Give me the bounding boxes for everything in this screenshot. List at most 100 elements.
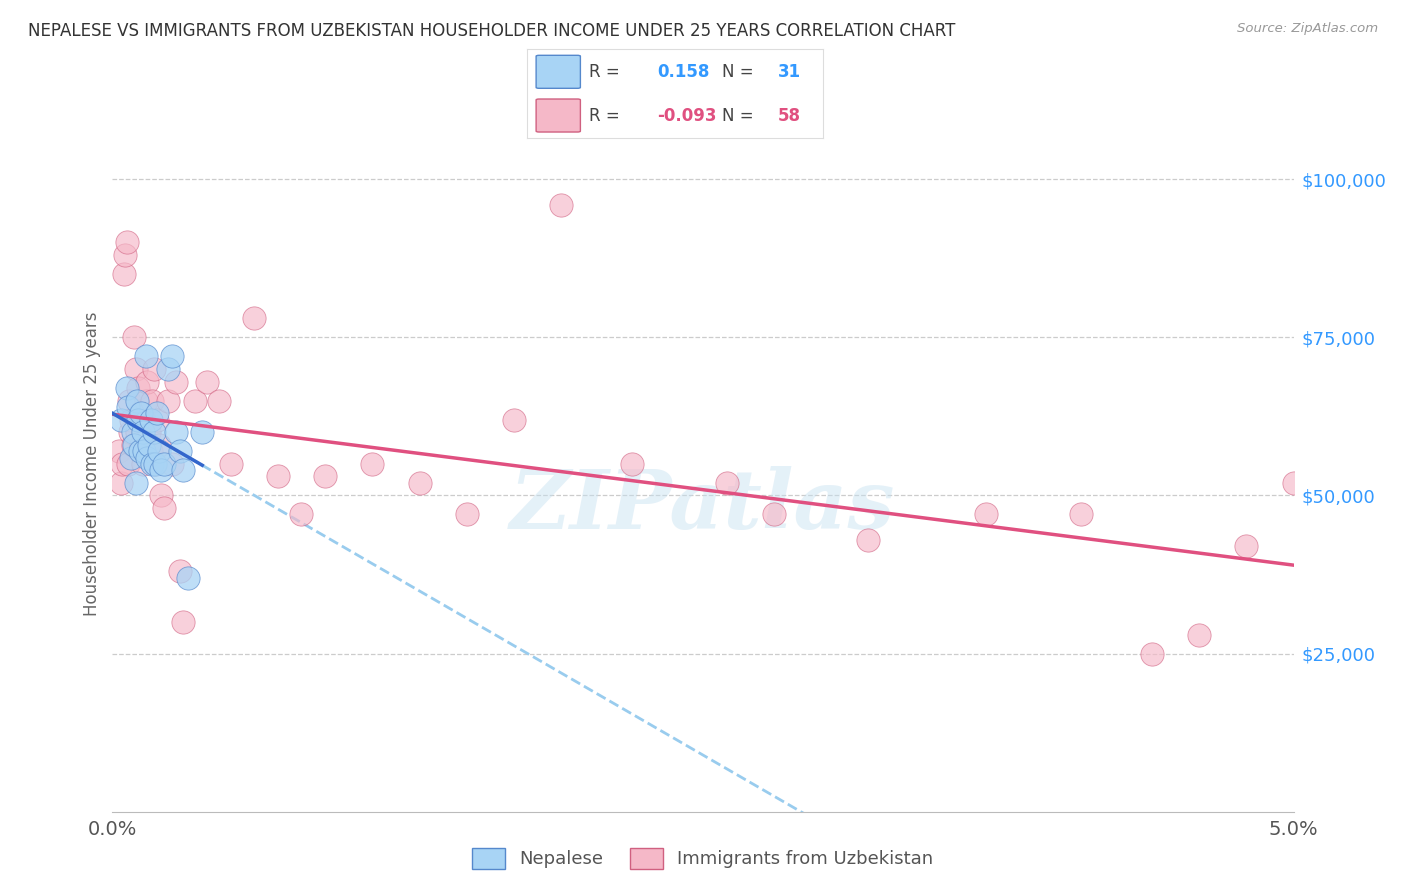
Point	[129, 438, 152, 452]
Point	[184, 393, 207, 408]
Point	[125, 362, 148, 376]
Point	[408, 475, 430, 490]
Point	[136, 450, 159, 465]
Point	[195, 375, 218, 389]
Point	[172, 463, 194, 477]
Point	[503, 412, 526, 426]
Point	[134, 412, 156, 426]
Point	[139, 412, 162, 426]
Point	[138, 425, 160, 440]
Point	[208, 393, 231, 408]
Point	[136, 375, 159, 389]
FancyBboxPatch shape	[536, 99, 581, 132]
Point	[145, 457, 167, 471]
Point	[1234, 539, 1257, 553]
Point	[122, 438, 145, 452]
Point	[716, 475, 738, 490]
Point	[172, 615, 194, 629]
Point	[550, 197, 572, 211]
Point	[135, 349, 157, 363]
Text: ZIPatlas: ZIPatlas	[510, 466, 896, 546]
Point	[120, 425, 142, 440]
Point	[456, 508, 478, 522]
Point	[115, 381, 138, 395]
Point	[134, 444, 156, 458]
Point	[141, 393, 163, 408]
Point	[125, 475, 148, 490]
Point	[153, 457, 176, 471]
Point	[118, 393, 141, 408]
Point	[156, 362, 179, 376]
Point	[976, 508, 998, 522]
Point	[127, 381, 149, 395]
Point	[112, 267, 135, 281]
Point	[169, 444, 191, 458]
Point	[146, 406, 169, 420]
Point	[219, 457, 242, 471]
Point	[135, 393, 157, 408]
Point	[110, 475, 132, 490]
Point	[120, 450, 142, 465]
Text: Source: ZipAtlas.com: Source: ZipAtlas.com	[1237, 22, 1378, 36]
Point	[128, 444, 150, 458]
Point	[160, 457, 183, 471]
Text: N =: N =	[723, 106, 754, 125]
Point	[121, 425, 143, 440]
Text: R =: R =	[589, 62, 620, 81]
Point	[117, 400, 139, 414]
Point	[128, 406, 150, 420]
Point	[139, 444, 162, 458]
Point	[127, 425, 149, 440]
Text: 58: 58	[779, 106, 801, 125]
Point	[191, 425, 214, 440]
Y-axis label: Householder Income Under 25 years: Householder Income Under 25 years	[83, 311, 101, 616]
Point	[1188, 627, 1211, 641]
Point	[1140, 647, 1163, 661]
Point	[1070, 508, 1092, 522]
Point	[621, 457, 644, 471]
Point	[148, 438, 170, 452]
Point	[115, 235, 138, 250]
Point	[111, 457, 134, 471]
Point	[243, 311, 266, 326]
Point	[120, 412, 142, 426]
Point	[169, 565, 191, 579]
Point	[121, 438, 143, 452]
Point	[1282, 475, 1305, 490]
Point	[127, 393, 149, 408]
Point	[108, 444, 131, 458]
Point	[132, 457, 155, 471]
FancyBboxPatch shape	[536, 55, 581, 88]
Point	[361, 457, 384, 471]
Point	[114, 248, 136, 262]
Point	[858, 533, 880, 547]
Point	[142, 362, 165, 376]
Point	[142, 425, 165, 440]
Point	[149, 463, 172, 477]
Point	[132, 425, 155, 440]
Legend: Nepalese, Immigrants from Uzbekistan: Nepalese, Immigrants from Uzbekistan	[472, 848, 934, 869]
Point	[153, 501, 176, 516]
Text: 31: 31	[779, 62, 801, 81]
Point	[110, 412, 132, 426]
Point	[314, 469, 336, 483]
Point	[267, 469, 290, 483]
Text: N =: N =	[723, 62, 754, 81]
Point	[141, 457, 163, 471]
Point	[138, 438, 160, 452]
Point	[127, 412, 149, 426]
Point	[160, 349, 183, 363]
Text: 0.158: 0.158	[657, 62, 710, 81]
Point	[129, 406, 152, 420]
Text: R =: R =	[589, 106, 620, 125]
Point	[117, 457, 139, 471]
Point	[165, 425, 187, 440]
Point	[156, 393, 179, 408]
Point	[762, 508, 785, 522]
Point	[149, 488, 172, 502]
Text: NEPALESE VS IMMIGRANTS FROM UZBEKISTAN HOUSEHOLDER INCOME UNDER 25 YEARS CORRELA: NEPALESE VS IMMIGRANTS FROM UZBEKISTAN H…	[28, 22, 956, 40]
Point	[177, 571, 200, 585]
Point	[145, 457, 167, 471]
Point	[165, 375, 187, 389]
Text: -0.093: -0.093	[657, 106, 717, 125]
